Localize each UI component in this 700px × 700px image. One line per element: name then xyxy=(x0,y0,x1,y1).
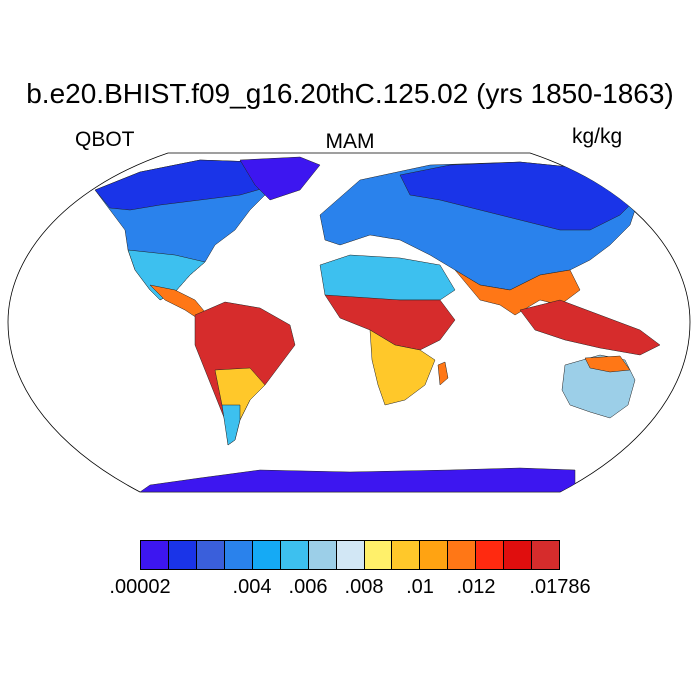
colorbar-swatch xyxy=(532,541,560,569)
patagonia-land xyxy=(221,404,241,446)
colorbar-swatch xyxy=(392,541,421,569)
colorbar-tick-label: .006 xyxy=(288,576,328,598)
australia-north xyxy=(584,355,631,373)
africa-south xyxy=(369,329,436,406)
season-label: MAM xyxy=(325,130,375,153)
siberia-land xyxy=(399,161,641,231)
colorbar-tick-label: .00002 xyxy=(109,576,171,598)
colorbar-swatch xyxy=(168,541,197,569)
colorbar-swatch xyxy=(141,541,169,569)
africa-central xyxy=(324,294,456,351)
south-asia-land xyxy=(454,269,581,316)
colorbar-tick-label: .01786 xyxy=(529,576,591,598)
colorbar-tick-label: .004 xyxy=(232,576,272,598)
variable-label: QBOT xyxy=(75,128,135,151)
colorbar xyxy=(140,540,560,570)
colorbar-swatch xyxy=(364,541,393,569)
plot-title: b.e20.BHIST.f09_g16.20thC.125.02 (yrs 18… xyxy=(26,78,674,109)
colorbar-swatch xyxy=(504,541,533,569)
colorbar-tick-label: .012 xyxy=(456,576,496,598)
colorbar-swatch xyxy=(308,541,337,569)
indonesia-land xyxy=(519,299,661,356)
madagascar-land xyxy=(437,361,449,386)
greenland-land xyxy=(239,156,321,201)
colorbar-swatch xyxy=(448,541,477,569)
colorbar-tick-label: .01 xyxy=(406,576,434,598)
units-label: kg/kg xyxy=(572,125,623,148)
colorbar-swatch xyxy=(224,541,253,569)
colorbar-swatch xyxy=(476,541,505,569)
colorbar-tick-label: .008 xyxy=(344,576,384,598)
colorbar-swatch xyxy=(420,541,449,569)
colorbar-swatch xyxy=(280,541,309,569)
colorbar-swatch xyxy=(336,541,365,569)
colorbar-swatch xyxy=(252,541,281,569)
colorbar-swatch xyxy=(196,541,225,569)
